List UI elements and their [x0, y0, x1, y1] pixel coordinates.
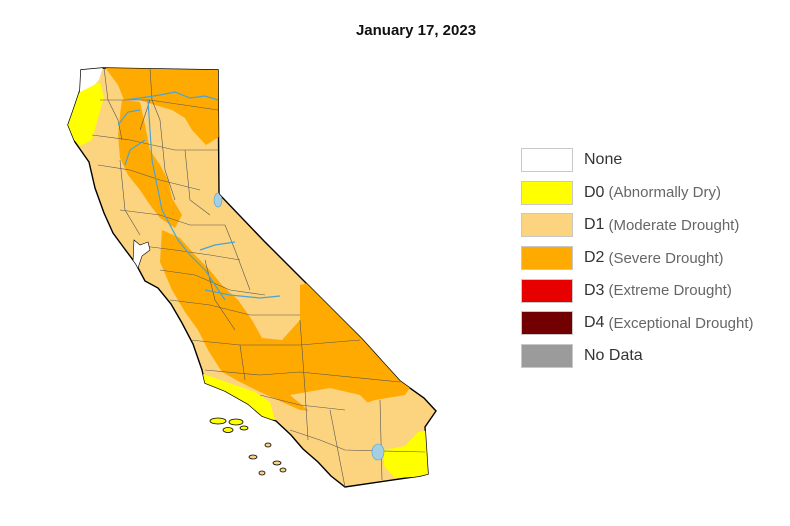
d1-pocket-south	[290, 388, 375, 445]
legend-item-d1: D1 (Moderate Drought)	[521, 209, 790, 242]
d2-region-central-south	[160, 230, 415, 412]
legend-swatch-none	[521, 148, 573, 173]
county-lines	[91, 68, 426, 487]
legend: None D0 (Abnormally Dry) D1 (Moderate Dr…	[521, 144, 790, 372]
legend-desc-d0: (Abnormally Dry)	[608, 184, 721, 202]
legend-item-no-data: No Data	[521, 340, 790, 373]
d2-region-north	[104, 68, 222, 145]
rivers	[117, 91, 281, 301]
legend-desc-d2: (Severe Drought)	[608, 249, 724, 267]
d0-region-central-coast	[196, 372, 275, 420]
legend-code-d2: D2	[584, 249, 605, 267]
legend-item-none: None	[521, 144, 790, 177]
legend-code-d4: D4	[584, 314, 605, 332]
legend-desc-d4: (Exceptional Drought)	[608, 314, 754, 332]
lake-tahoe	[213, 192, 223, 208]
legend-label-no-data: No Data	[584, 346, 643, 364]
legend-code-d0: D0	[584, 183, 605, 201]
channel-islands	[209, 417, 249, 433]
d2-region-sacramento-valley	[118, 100, 182, 228]
legend-item-d3: D3 (Extreme Drought)	[521, 274, 790, 307]
legend-label-none: None	[584, 151, 623, 169]
legend-swatch-no-data	[521, 343, 573, 368]
legend-item-d2: D2 (Severe Drought)	[521, 242, 790, 275]
legend-desc-d1: (Moderate Drought)	[608, 216, 740, 234]
d0-region-southeast	[384, 430, 432, 478]
legend-code-d3: D3	[584, 281, 605, 299]
legend-swatch-d3	[521, 278, 573, 303]
legend-item-d4: D4 (Exceptional Drought)	[521, 307, 790, 340]
legend-item-d0: D0 (Abnormally Dry)	[521, 177, 790, 210]
legend-swatch-d0	[521, 180, 573, 205]
none-region	[78, 68, 104, 96]
legend-desc-d3: (Extreme Drought)	[608, 282, 732, 300]
map-title: January 17, 2023	[355, 22, 477, 39]
legend-swatch-d4	[521, 311, 573, 336]
legend-swatch-d2	[521, 246, 573, 271]
legend-code-d1: D1	[584, 216, 605, 234]
legend-swatch-d1	[521, 213, 573, 238]
salton-sea	[371, 443, 385, 461]
southern-islands	[248, 442, 287, 476]
